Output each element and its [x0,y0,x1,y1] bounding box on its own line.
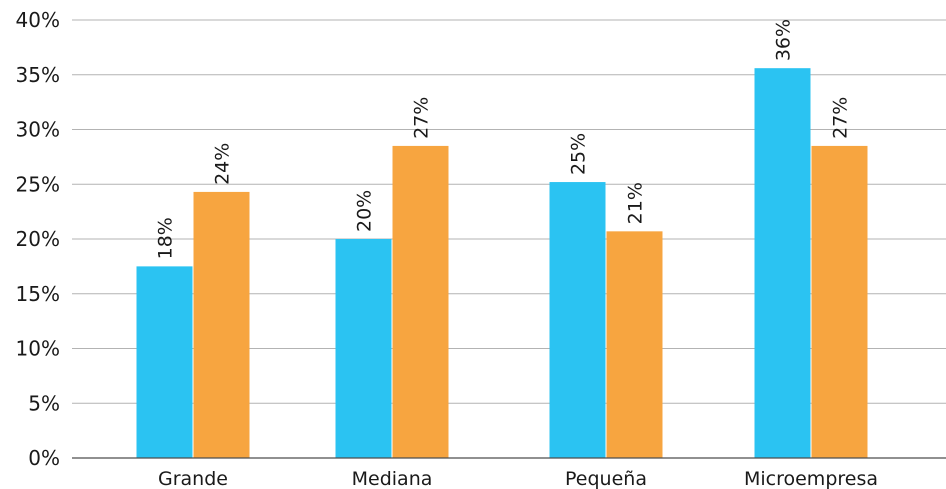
y-tick-label: 20% [16,227,60,251]
data-label: 24% [212,143,234,185]
category-label: Pequeña [565,468,647,489]
data-labels: 18% 24% 20% 27% 25% 21% 36% 27% [155,19,852,259]
y-tick-label: 35% [16,63,60,87]
bar [754,68,811,459]
bar [811,145,868,459]
bars [136,68,868,459]
data-label: 18% [155,217,177,259]
data-label: 21% [625,182,647,224]
y-tick-label: 5% [28,391,60,415]
bar [136,266,193,458]
y-axis-tick-labels: 0% 5% 10% 15% 20% 25% 30% 35% 40% [16,8,60,470]
data-label: 20% [354,190,376,232]
data-label: 27% [411,97,433,139]
category-label: Microempresa [744,468,878,489]
y-tick-label: 10% [16,337,60,361]
x-axis-category-labels: Grande Mediana Pequeña Microempresa [158,468,878,489]
bar [392,145,449,459]
data-label: 27% [830,97,852,139]
y-tick-label: 30% [16,118,60,142]
bar [193,191,250,459]
bar [335,239,392,458]
data-label: 36% [773,19,795,61]
category-label: Mediana [352,468,433,489]
y-tick-label: 40% [16,8,60,32]
bar [606,231,663,458]
y-tick-label: 0% [28,446,60,470]
category-label: Grande [158,468,228,489]
y-tick-label: 15% [16,282,60,306]
y-tick-label: 25% [16,172,60,196]
data-label: 25% [568,133,590,175]
bar [549,182,606,458]
